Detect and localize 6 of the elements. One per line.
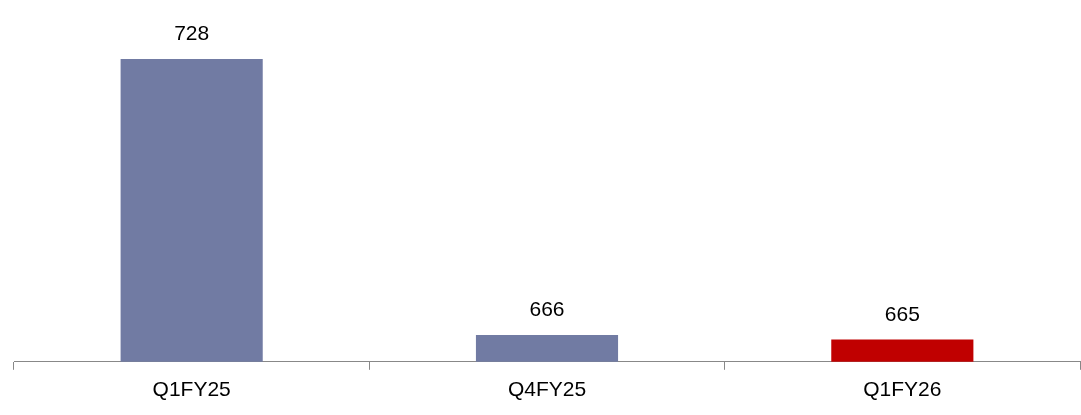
x-tick-label: Q1FY25 xyxy=(152,377,231,401)
x-tick-label: Q1FY26 xyxy=(863,377,942,401)
data-label: 728 xyxy=(174,21,210,45)
x-tick-label: Q4FY25 xyxy=(507,377,587,401)
data-label: 666 xyxy=(529,297,565,321)
data-label: 665 xyxy=(884,301,920,325)
